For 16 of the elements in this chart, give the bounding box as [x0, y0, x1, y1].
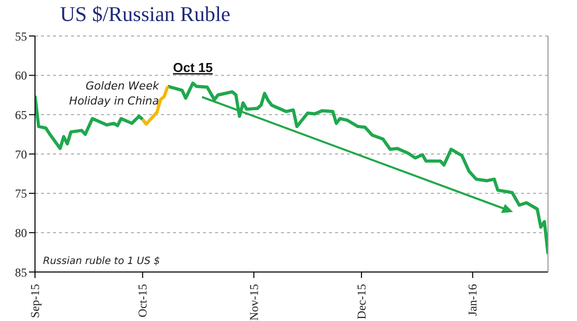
- y-tick-label: 65: [15, 108, 27, 122]
- annotation: Russian ruble to 1 US $: [43, 256, 160, 267]
- x-tick-label: Sep-15: [28, 284, 42, 318]
- x-tick-label: Dec-15: [354, 284, 368, 320]
- x-tick-label: Nov-15: [246, 284, 261, 321]
- x-tick-label: Oct-15: [136, 284, 150, 318]
- y-tick-label: 85: [15, 265, 27, 280]
- y-tick-label: 70: [15, 147, 27, 162]
- x-tick-label: Jan-16: [466, 284, 480, 316]
- annotation: Golden Week Holiday in China: [69, 79, 160, 108]
- y-tick-label: 60: [15, 68, 27, 83]
- chart-title: US $/Russian Ruble: [60, 2, 230, 27]
- y-tick-label: 80: [15, 226, 27, 240]
- y-tick-label: 55: [15, 29, 27, 44]
- y-tick-label: 75: [15, 186, 27, 201]
- annotation: Oct 15: [172, 60, 213, 76]
